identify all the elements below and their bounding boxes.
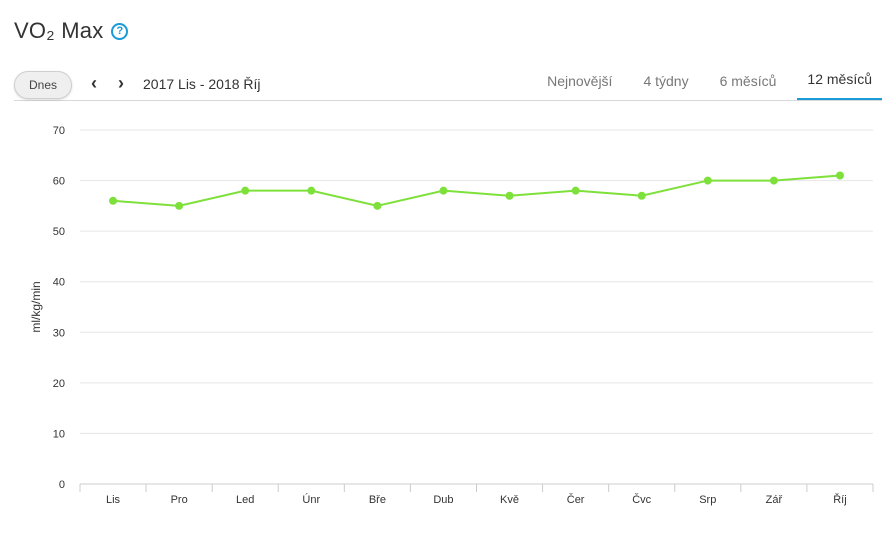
tab-12-months[interactable]: 12 měsíců (797, 68, 882, 100)
data-point (571, 186, 580, 195)
x-tick-label: Únr (302, 493, 320, 506)
vo2max-line-chart: 0 10 20 30 40 50 60 70 Lis Pro Led Únr Bře Dub Kvě Čer Č… (29, 125, 874, 506)
y-tick-label: 0 (59, 479, 65, 491)
y-tick-label: 30 (53, 327, 65, 339)
x-tick-label: Lis (106, 494, 121, 506)
data-point (373, 201, 382, 210)
data-point (109, 196, 118, 205)
data-point (505, 191, 514, 200)
y-tick-label: 50 (53, 226, 65, 238)
period-tabs: Nejnovější 4 týdny 6 měsíců 12 měsíců (526, 68, 882, 100)
x-tick-label: Zář (766, 494, 783, 506)
tab-latest[interactable]: Nejnovější (547, 72, 613, 89)
data-point (439, 186, 448, 195)
y-tick-label: 20 (53, 378, 65, 390)
chevron-right-icon[interactable]: › (118, 72, 124, 93)
y-tick-label: 70 (53, 125, 65, 137)
date-range-label: 2017 Lis - 2018 Říj (143, 76, 261, 92)
page-header: VO₂ Max ? (14, 18, 129, 44)
chevron-left-icon[interactable]: ‹ (91, 72, 97, 93)
x-tick-label: Dub (433, 494, 453, 506)
data-point (769, 176, 778, 185)
chart-area: 0 10 20 30 40 50 60 70 Lis Pro Led Únr Bře Dub Kvě Čer Č… (0, 110, 896, 551)
today-button[interactable]: Dnes (14, 71, 72, 99)
data-point (637, 191, 646, 200)
x-tick-label: Čvc (632, 493, 651, 506)
data-point (175, 201, 184, 210)
y-axis-label: ml/kg/min (29, 281, 43, 332)
y-tick-label: 40 (53, 277, 65, 289)
x-tick-label: Kvě (500, 494, 519, 506)
data-point (703, 176, 712, 185)
help-circle-icon[interactable]: ? (111, 22, 129, 40)
data-point (307, 186, 316, 195)
y-tick-label: 10 (53, 428, 65, 440)
tab-4-weeks[interactable]: 4 týdny (643, 72, 689, 89)
data-point (835, 171, 844, 180)
series-line (112, 174, 841, 207)
x-tick-label: Bře (369, 494, 386, 506)
x-tick-label: Srp (699, 494, 716, 506)
page-title: VO₂ Max (14, 18, 104, 43)
toolbar: Dnes ‹ › 2017 Lis - 2018 Říj Nejnovější … (14, 68, 882, 101)
data-point (241, 186, 250, 195)
x-tick-label: Pro (171, 494, 188, 506)
x-tick-label: Říj (833, 493, 846, 506)
x-tick-label: Led (236, 494, 254, 506)
x-tick-label: Čer (567, 493, 585, 506)
tab-6-months[interactable]: 6 měsíců (719, 72, 777, 89)
y-tick-label: 60 (53, 176, 65, 188)
